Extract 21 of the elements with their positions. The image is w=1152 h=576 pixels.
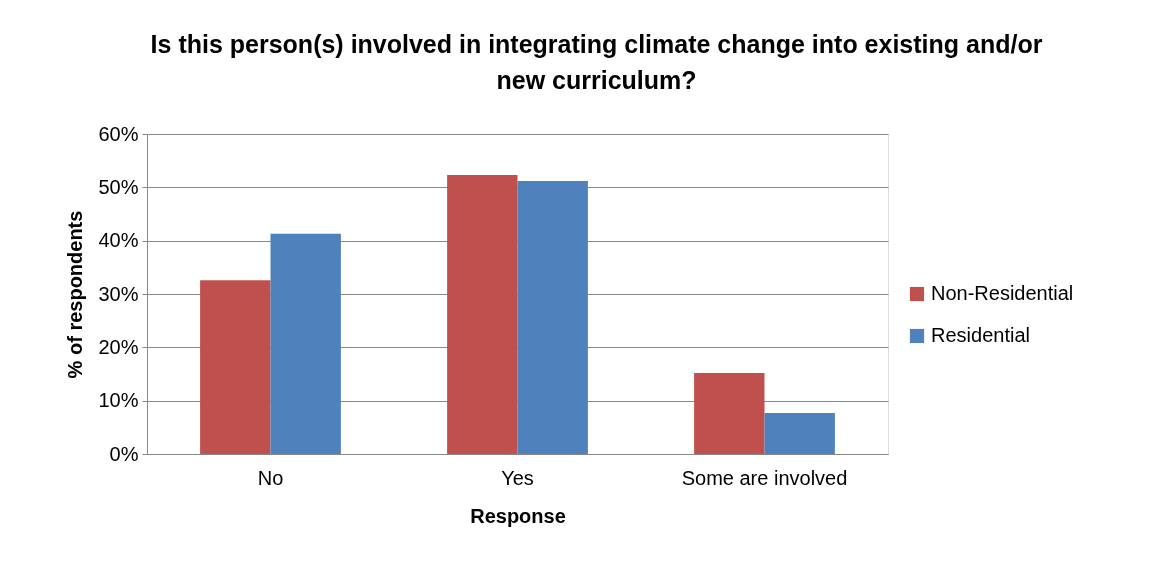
y-tick-label: 20%: [98, 335, 139, 358]
legend-label: Non-Residential: [931, 282, 1074, 304]
y-axis-title: % of respondents: [64, 210, 87, 379]
x-axis-title: Response: [470, 504, 566, 527]
y-tick-label: 30%: [98, 282, 139, 305]
x-tick-label: No: [257, 466, 284, 489]
chart-title: Is this person(s) involved in integrating climate change into existing and/or new curriculum?: [150, 30, 1043, 94]
bar: [764, 412, 835, 454]
bar: [270, 233, 341, 454]
y-tick-label: 40%: [98, 229, 139, 252]
y-tick-label: 60%: [98, 122, 139, 145]
bar: [694, 372, 765, 454]
y-tick-label: 0%: [109, 442, 139, 465]
legend-label: Residential: [931, 324, 1030, 346]
bar: [447, 175, 518, 454]
bar: [200, 280, 271, 454]
bar: [517, 180, 588, 454]
y-tick-label: 10%: [98, 389, 139, 412]
x-tick-label: Some are involved: [681, 466, 848, 489]
x-tick-label: Yes: [501, 466, 534, 489]
y-tick-label: 50%: [98, 175, 139, 198]
